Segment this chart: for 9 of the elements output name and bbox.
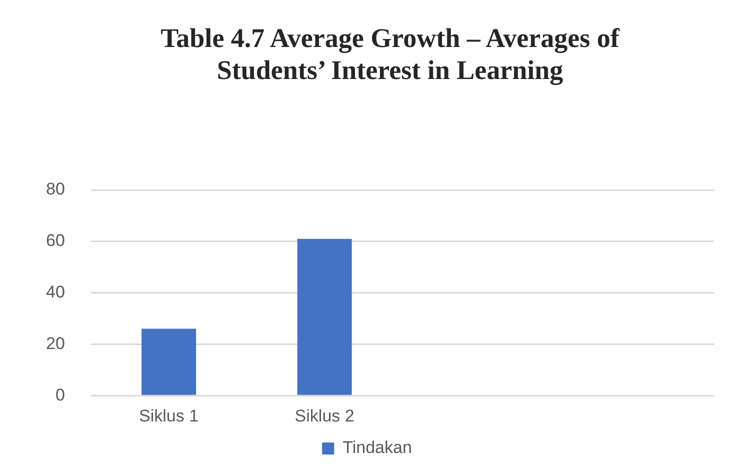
y-tick-label: 0 — [55, 385, 65, 404]
y-tick-label: 60 — [46, 231, 65, 250]
y-tick-label: 80 — [46, 180, 65, 199]
x-tick-label: Siklus 1 — [139, 406, 199, 426]
legend-label: Tindakan — [342, 438, 412, 458]
y-tick-label: 40 — [46, 282, 65, 302]
y-tick-label: 20 — [46, 334, 65, 353]
chart-title: Table 4.7 Average Growth – Averages of Students’ Interest in Learning — [160, 22, 621, 86]
x-tick-label: Siklus 2 — [294, 406, 354, 426]
